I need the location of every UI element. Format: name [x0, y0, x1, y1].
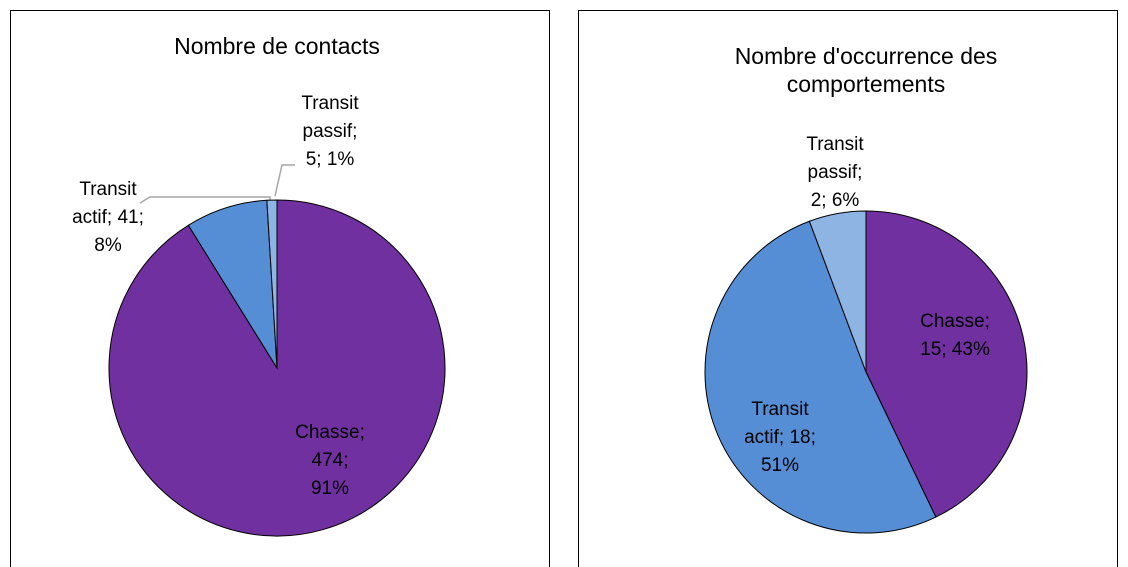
data-label: passif;: [303, 121, 358, 142]
chart-title: comportements: [787, 71, 946, 97]
data-label: actif; 18;: [744, 427, 816, 448]
pie-slice: [808, 210, 867, 373]
data-label: Transit: [806, 134, 864, 155]
chart-frame: [10, 10, 550, 567]
data-label: 51%: [761, 455, 799, 476]
data-label: Transit: [79, 179, 137, 200]
data-label: 474;: [312, 450, 349, 471]
data-label: 8%: [94, 235, 122, 256]
data-label: 2; 6%: [811, 190, 860, 211]
data-label: Transit: [301, 93, 359, 114]
chart-frame: [578, 10, 1118, 567]
data-label: Chasse;: [295, 422, 365, 443]
chart-title: Nombre d'occurrence des: [735, 43, 998, 69]
pie-slice: [865, 210, 1028, 518]
pie-slice: [704, 220, 937, 534]
data-label: 15; 43%: [920, 339, 990, 360]
data-label: Chasse;: [920, 311, 990, 332]
data-label: 5; 1%: [306, 149, 355, 170]
leader-line: [274, 164, 295, 197]
data-label: actif; 41;: [72, 207, 144, 228]
data-label: 91%: [311, 478, 349, 499]
chart-title: Nombre de contacts: [174, 33, 380, 59]
data-label: passif;: [808, 162, 863, 183]
data-label: Transit: [751, 399, 809, 420]
pie-slice: [266, 199, 278, 369]
